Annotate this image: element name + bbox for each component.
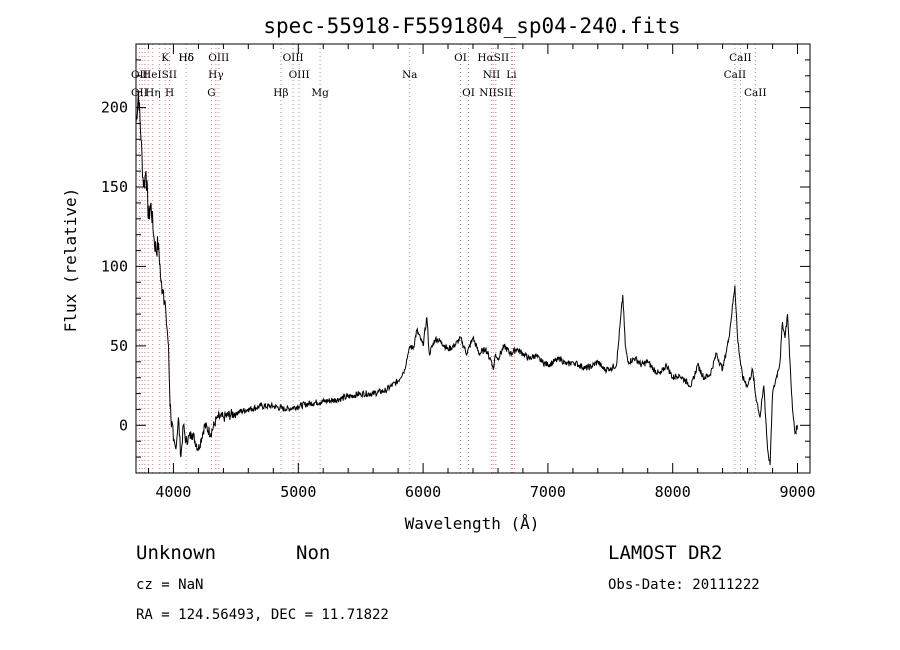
- line-label: Hη: [145, 87, 160, 99]
- line-markers: [138, 44, 756, 473]
- line-label: NII: [483, 69, 500, 81]
- line-label: OII: [131, 69, 148, 81]
- line-label: Mg: [311, 87, 329, 99]
- line-label: CaII: [729, 52, 752, 64]
- coords-label: RA = 124.56493, DEC = 11.71822: [136, 607, 389, 623]
- class-label: Unknown: [136, 542, 216, 564]
- line-label: HαSII: [477, 52, 509, 64]
- y-tick-label: 100: [101, 257, 128, 275]
- line-label: H: [165, 87, 174, 99]
- y-axis: 0 50 100 150 200: [101, 43, 810, 458]
- x-tick-label: 7000: [530, 483, 566, 501]
- line-label: Li: [506, 69, 517, 81]
- cz-label: cz = NaN: [136, 577, 203, 593]
- y-tick-label: 150: [101, 178, 128, 196]
- line-label: OI: [454, 52, 467, 64]
- line-label: Hγ: [208, 69, 223, 81]
- y-tick-label: 200: [101, 99, 128, 117]
- y-tick-label: 50: [110, 337, 128, 355]
- line-label: OI: [462, 87, 475, 99]
- x-tick-label: 5000: [280, 483, 316, 501]
- line-label: K: [161, 52, 169, 64]
- line-label: OIII: [208, 52, 229, 64]
- line-label: Hβ: [273, 87, 288, 99]
- x-axis: 4000 5000 6000 7000 8000 9000: [148, 44, 816, 501]
- line-label: Na: [402, 69, 417, 81]
- x-tick-label: 9000: [779, 483, 815, 501]
- x-tick-label: 4000: [155, 483, 191, 501]
- y-tick-label: 0: [119, 416, 128, 434]
- plot-frame: [135, 43, 811, 474]
- survey-label: LAMOST DR2: [608, 542, 722, 564]
- x-axis-title: Wavelength (Å): [405, 514, 540, 533]
- line-label: Hδ: [178, 52, 193, 64]
- line-label: OIII: [289, 69, 310, 81]
- spectrum-line: [135, 91, 798, 466]
- line-label: Hδ: [178, 52, 193, 64]
- line-label: CaII: [744, 87, 767, 99]
- subclass-label: Non: [296, 542, 330, 564]
- line-label: OII: [131, 87, 148, 99]
- y-axis-title: Flux (relative): [61, 188, 80, 333]
- line-label: CaII: [724, 69, 747, 81]
- chart-title: spec-55918-F5591804_sp04-240.fits: [263, 14, 680, 38]
- line-label: OIII: [283, 52, 304, 64]
- line-label: HeISII: [142, 69, 177, 81]
- line-label: NIISII: [479, 87, 512, 99]
- x-tick-label: 6000: [405, 483, 441, 501]
- x-tick-label: 8000: [655, 483, 691, 501]
- obs-date-label: Obs-Date: 20111222: [608, 577, 760, 593]
- line-label: G: [207, 87, 215, 99]
